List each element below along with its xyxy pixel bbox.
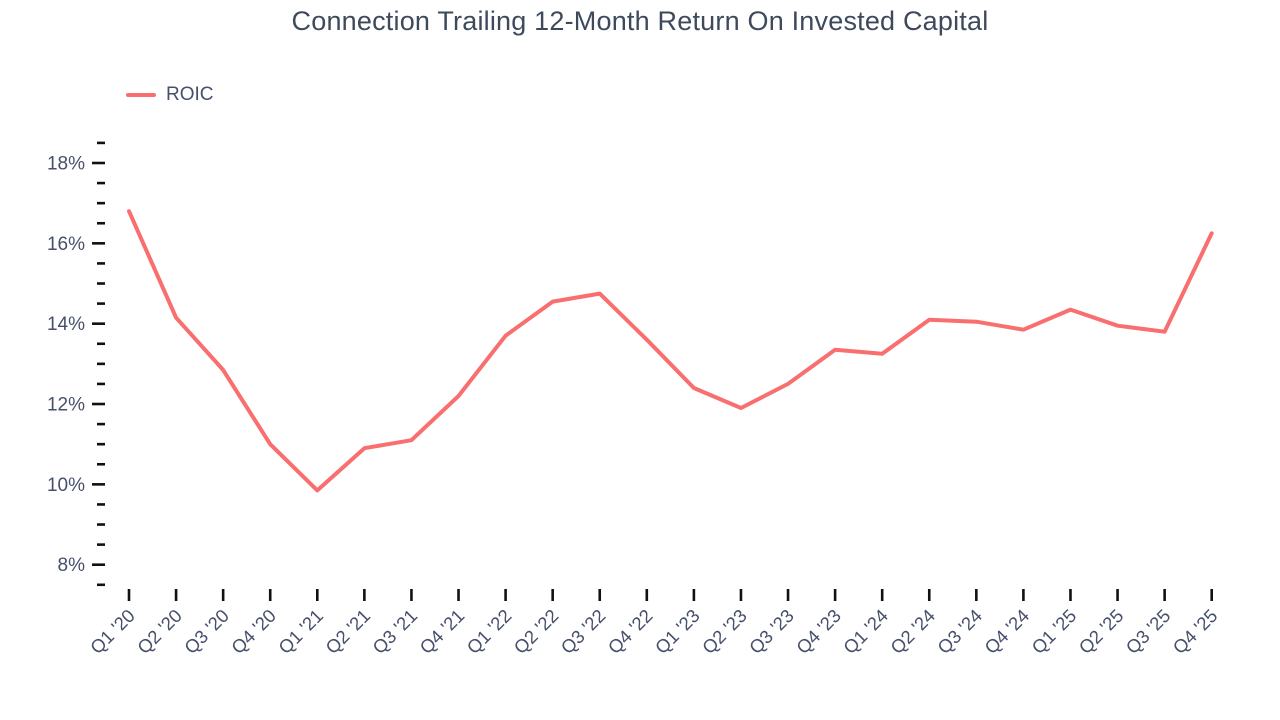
x-axis-label: Q2 '23	[698, 605, 751, 658]
y-axis-label: 14%	[47, 314, 85, 335]
x-axis-label: Q1 '20	[86, 605, 139, 658]
y-axis-label: 16%	[47, 234, 85, 255]
x-axis-label: Q4 '23	[792, 605, 845, 658]
x-axis-label: Q2 '21	[321, 605, 374, 658]
x-axis-label: Q3 '25	[1121, 605, 1174, 658]
x-axis-label: Q3 '24	[933, 605, 986, 658]
y-axis-label: 8%	[58, 555, 86, 576]
x-axis-label: Q4 '25	[1169, 605, 1222, 658]
roic-series-line	[127, 209, 1214, 493]
x-axis-label: Q1 '21	[274, 605, 327, 658]
x-axis-label: Q2 '22	[510, 605, 563, 658]
x-axis-label: Q1 '22	[462, 605, 515, 658]
legend-line-swatch	[126, 93, 156, 97]
legend: ROIC	[126, 84, 214, 106]
x-axis-label: Q2 '20	[133, 605, 186, 658]
x-axis-label: Q4 '22	[604, 605, 657, 658]
x-axis-label: Q3 '22	[557, 605, 610, 658]
chart-title: Connection Trailing 12-Month Return On I…	[291, 6, 989, 36]
x-axis-label: Q3 '23	[745, 605, 798, 658]
x-axis-label: Q2 '24	[886, 605, 939, 658]
y-axis-label: 18%	[47, 154, 85, 175]
x-axis-label: Q1 '25	[1027, 605, 1080, 658]
x-axis-label: Q4 '21	[415, 605, 468, 658]
x-axis-label: Q3 '20	[180, 605, 233, 658]
x-axis-label: Q3 '21	[368, 605, 421, 658]
x-axis-label: Q1 '23	[651, 605, 704, 658]
x-axis-label: Q4 '20	[227, 605, 280, 658]
x-axis-label: Q4 '24	[980, 605, 1033, 658]
x-axis-label: Q1 '24	[839, 605, 892, 658]
y-axis-label: 12%	[47, 395, 85, 416]
y-axis-label: 10%	[47, 475, 85, 496]
legend-label-roic: ROIC	[166, 84, 214, 105]
x-axis-label: Q2 '25	[1074, 605, 1127, 658]
